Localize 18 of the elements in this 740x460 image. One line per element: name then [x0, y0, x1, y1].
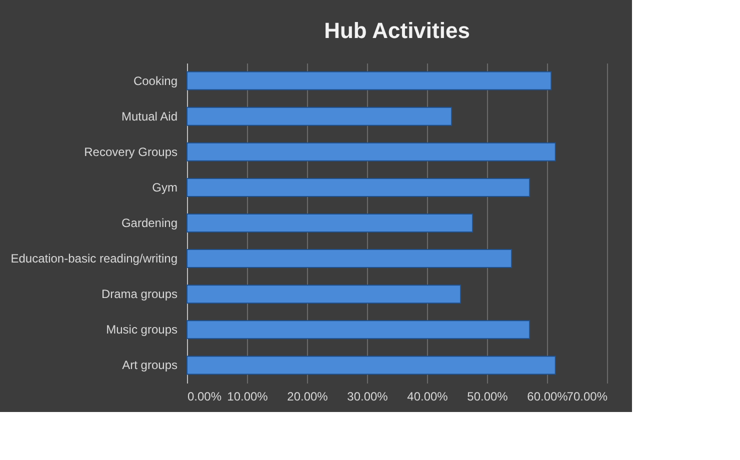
chart-title: Hub Activities: [324, 18, 470, 43]
x-tick-label: 20.00%: [287, 390, 328, 404]
y-tick-label: Gardening: [121, 216, 178, 230]
y-tick-label: Recovery Groups: [84, 144, 178, 159]
x-tick-label: 60.00%: [527, 390, 568, 404]
y-tick-label: Music groups: [106, 322, 178, 337]
y-tick-label: Art groups: [122, 358, 178, 372]
x-tick-label: 10.00%: [227, 390, 268, 404]
x-tick-label: 40.00%: [407, 390, 448, 404]
x-tick-label: 0.00%: [188, 390, 222, 404]
y-tick-label: Cooking: [133, 74, 178, 88]
x-tick-label: 70.00%: [566, 390, 608, 404]
y-tick-label: Gym: [152, 180, 178, 194]
y-tick-label: Education-basic reading/writing: [10, 252, 178, 266]
y-tick-label: Drama groups: [101, 287, 178, 302]
x-tick-label: 30.00%: [347, 390, 388, 404]
y-tick-label: Mutual Aid: [121, 109, 178, 124]
x-tick-label: 50.00%: [467, 390, 508, 404]
